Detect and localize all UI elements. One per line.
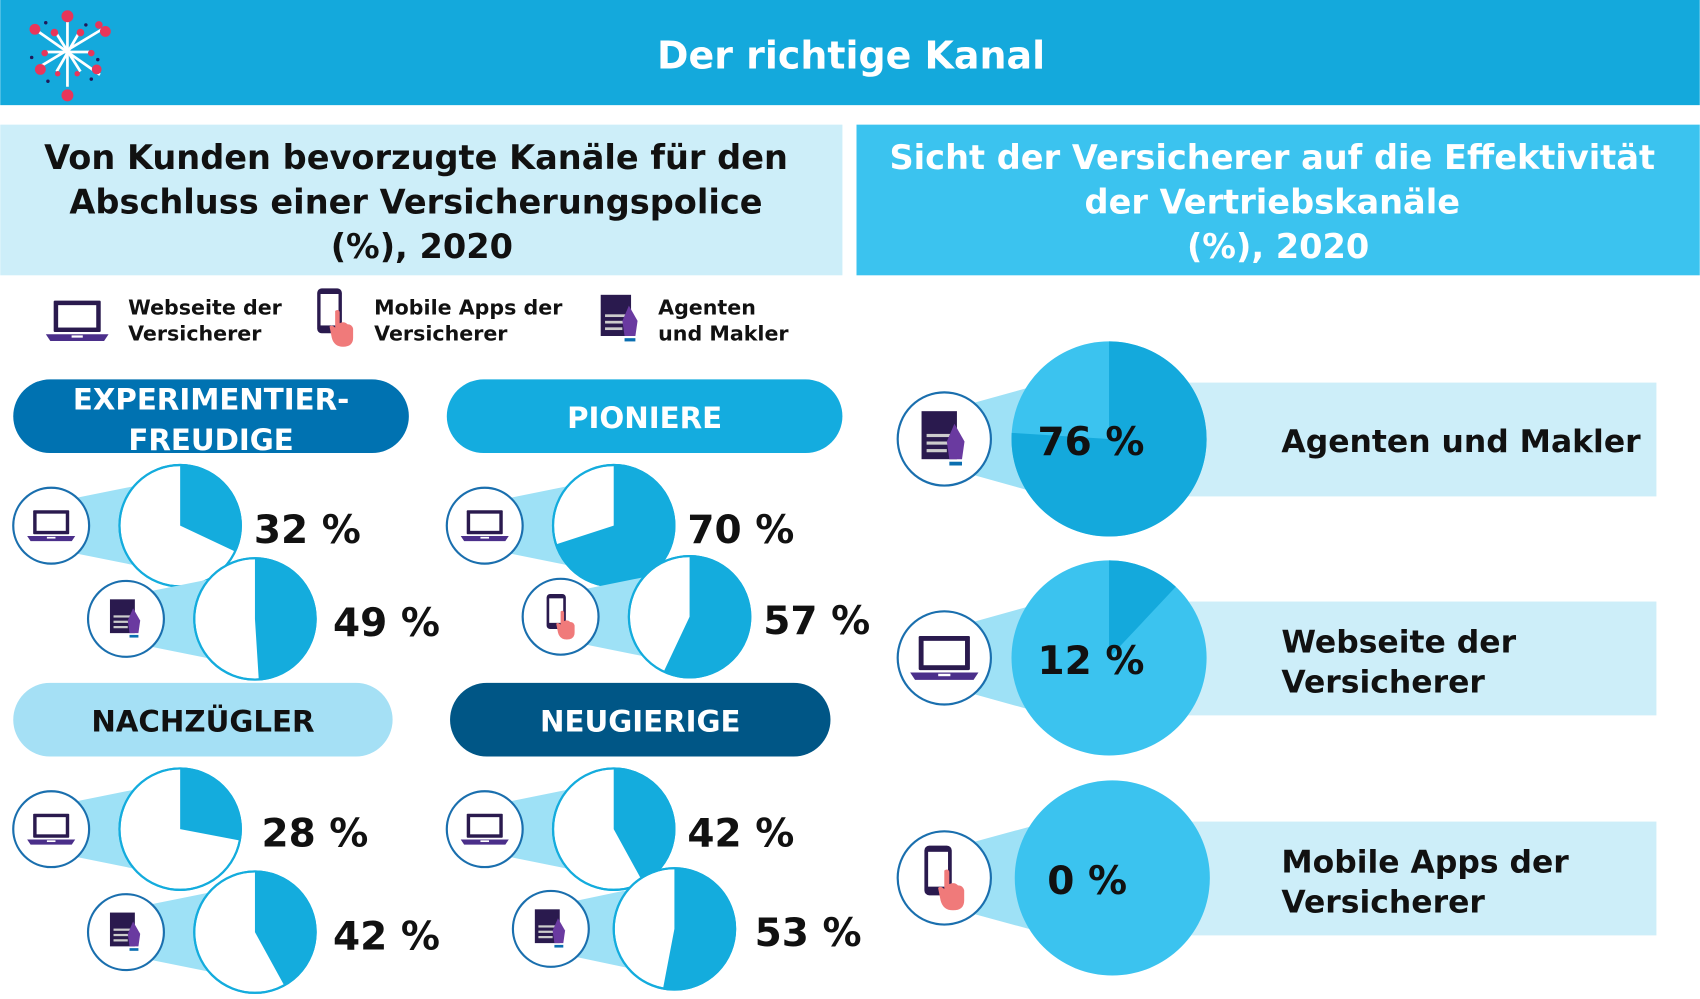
pie-value-label: 0 % — [1047, 859, 1127, 904]
pie-outline — [612, 867, 737, 991]
pie-item: 49 % — [86, 557, 440, 681]
pie-slice — [613, 768, 675, 883]
legend-laptop-icon — [45, 300, 109, 341]
insurer-view-item: 0 % Mobile Apps der Versicherer — [896, 780, 1657, 976]
segment-group-3: NACHZÜGLER 28 % 42 % — [12, 682, 440, 994]
laptop-icon — [27, 813, 76, 845]
right-panel-title: Sicht der Versicherer auf die Effektivit… — [889, 138, 1666, 266]
header-bar — [0, 0, 1700, 106]
segment-pill — [446, 379, 843, 454]
channel-bar — [1181, 382, 1657, 497]
left-panel-title: Von Kunden bevorzugte Kanäle für den Abs… — [44, 138, 800, 266]
pie-slice — [1011, 341, 1207, 537]
firework-logo-icon — [29, 10, 111, 102]
legend-phone-icon — [317, 288, 354, 347]
pie-value-label: 12 % — [1038, 639, 1145, 684]
laptop-icon — [460, 813, 509, 845]
pie-outline — [627, 554, 752, 679]
pie-item: 42 % — [86, 870, 440, 994]
segment-title: NACHZÜGLER — [91, 703, 314, 739]
pie-background — [1014, 780, 1210, 976]
legend-label-agents: Agenten und Makler — [658, 295, 789, 345]
pie-value-label: 42 % — [333, 914, 440, 959]
channel-bar — [1181, 821, 1657, 936]
insurer-view-item: 12 % Webseite der Versicherer — [896, 560, 1657, 756]
channel-bar — [1181, 601, 1657, 716]
segment-pill — [450, 682, 831, 757]
pie-item: 32 % — [12, 463, 361, 588]
pie-outline — [193, 557, 317, 681]
pie-item: 28 % — [12, 767, 368, 891]
channel-label: Versicherer — [1281, 665, 1485, 701]
right-panel-header — [856, 124, 1700, 276]
pie-value-label: 76 % — [1038, 420, 1145, 465]
legend-agent-icon — [600, 294, 638, 342]
pie-slice — [555, 464, 675, 587]
pie-slice — [254, 871, 316, 986]
pie-item: 42 % — [445, 767, 794, 891]
laptop-icon — [27, 510, 76, 542]
pie-slice — [663, 868, 736, 990]
pie-outline — [118, 767, 242, 891]
pie-slice — [180, 768, 241, 841]
pie-slice — [663, 556, 751, 678]
pie-item: 70 % — [445, 463, 794, 588]
pie-slice — [1109, 560, 1176, 658]
pie-value-label: 53 % — [755, 911, 862, 956]
segment-title: FREUDIGE — [128, 423, 293, 457]
pie-value-label: 70 % — [687, 508, 794, 553]
segment-title: NEUGIERIGE — [540, 705, 740, 739]
left-panel-header — [0, 124, 843, 276]
segment-pill — [13, 682, 393, 757]
segment-group-2: PIONIERE 70 % 57 % — [445, 379, 870, 679]
segment-group-4: NEUGIERIGE 42 % 53 % — [445, 682, 862, 991]
channel-label: Mobile Apps der — [1281, 845, 1569, 881]
laptop-icon — [910, 635, 979, 680]
pie-value-label: 28 % — [261, 812, 368, 857]
insurer-view-item: 76 % Agenten und Makler — [896, 341, 1657, 537]
pie-value-label: 32 % — [254, 508, 361, 553]
legend-label-mobile: Mobile Apps der Versicherer — [374, 295, 563, 345]
segment-title: EXPERIMENTIER- — [73, 383, 349, 417]
pie-value-label: 57 % — [763, 599, 870, 644]
pie-item: 53 % — [511, 867, 862, 991]
pie-outline — [193, 870, 317, 994]
pie-item: 57 % — [521, 554, 870, 679]
legend-label-website: Webseite der Versicherer — [128, 295, 283, 345]
segment-group-1: EXPERIMENTIER- FREUDIGE 32 % 49 % — [12, 379, 440, 681]
channel-label: Webseite der — [1281, 624, 1516, 660]
segment-pill — [13, 379, 409, 454]
pie-value-label: 49 % — [333, 601, 440, 646]
channel-label: Versicherer — [1281, 885, 1485, 921]
pie-value-label: 42 % — [687, 812, 794, 857]
page-title: Der richtige Kanal — [657, 33, 1045, 77]
laptop-icon — [460, 510, 509, 542]
pie-background — [1011, 560, 1207, 756]
legend: Webseite der Versicherer Mobile Apps der V… — [45, 288, 789, 347]
segment-title: PIONIERE — [567, 401, 722, 435]
pie-outline — [551, 767, 676, 891]
channel-label: Agenten und Makler — [1281, 424, 1641, 460]
pie-slice — [254, 558, 316, 680]
